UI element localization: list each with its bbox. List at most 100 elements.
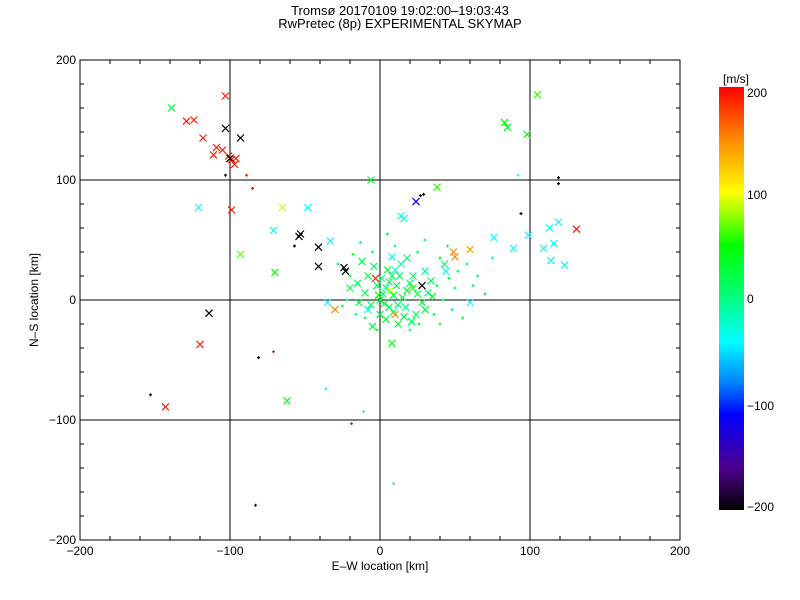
data-point-dot [446,244,449,248]
data-point-dot [348,274,352,278]
data-point-cross [418,281,426,290]
data-point-cross [346,284,354,292]
data-point-dot [516,173,520,177]
x-tick-label: 0 [377,544,384,558]
data-point-cross [428,292,437,301]
data-point-cross [560,261,569,270]
data-point-dot [461,316,464,320]
data-point-cross [550,239,558,248]
data-point-cross [401,303,410,312]
data-point-cross [383,266,392,274]
data-point-cross [539,244,548,253]
data-point-cross [503,123,512,132]
x-tick-labels: −200 −100 0 100 200 [66,544,690,558]
data-point-cross [323,298,332,307]
data-point-cross [403,254,411,262]
y-axis-label: N–S location [km] [27,253,41,347]
data-point-dot [224,173,227,177]
data-point-cross [433,183,441,192]
data-point-cross [232,154,240,163]
data-point-dot [432,312,436,316]
colorbar-tick-label: 0 [747,292,754,306]
data-point-cross [326,237,335,246]
data-point-cross [523,130,531,139]
data-point-cross [413,290,422,298]
data-point-dot [519,212,523,216]
data-point-dot [375,328,379,332]
data-point-cross [395,272,404,280]
data-point-cross [466,245,474,254]
data-point-cross [196,340,204,349]
x-tick-label: −100 [216,544,243,558]
data-point-dot [557,182,560,186]
colorbar-label: [m/s] [723,72,749,86]
data-point-cross [370,262,378,271]
data-point-cross [392,281,401,290]
data-point-dot [324,387,328,391]
data-point-cross [236,134,245,142]
data-point-cross [295,232,303,241]
data-point-cross [271,268,279,277]
data-point-cross [442,267,450,276]
data-point-cross [382,284,390,292]
data-point-dot [251,186,254,190]
data-point-dot [245,173,248,177]
data-point-dot [371,250,374,254]
data-point-dot [336,262,340,266]
data-point-dot [438,322,442,326]
data-point-cross [406,279,414,288]
data-point-dot [351,252,355,256]
data-point-cross [509,244,518,253]
data-point-cross [554,218,563,226]
data-point-cross [218,146,227,154]
data-point-cross [500,118,509,127]
y-tick-label: −200 [49,533,76,547]
data-point-cross [230,160,239,169]
data-point-cross [389,291,398,300]
data-point-cross [221,92,230,100]
chart-subtitle: RwPretec (8p) EXPERIMENTAL SKYMAP [278,16,522,31]
data-point-cross [367,176,375,184]
data-point-dot [386,232,389,236]
data-point-dot [272,350,275,354]
data-point-cross [194,203,203,212]
data-point-cross [296,230,305,238]
colorbar-tick-label: −200 [747,500,774,514]
colorbar-tick-label: −100 [747,399,774,413]
data-point-cross [379,290,387,298]
data-point-dot [254,503,257,507]
data-point-cross [377,274,386,283]
data-point-dot [341,304,344,308]
data-point-cross [400,312,408,321]
data-point-cross [331,305,339,314]
x-tick-label: −200 [66,544,93,558]
data-point-dot [447,276,451,280]
data-point-dot [441,298,445,302]
data-point-cross [361,288,369,297]
data-point-cross [212,143,221,152]
data-point-cross [533,90,542,99]
data-point-cross [209,150,218,159]
colorbar-tick-label: 100 [747,188,767,202]
data-point-cross [205,309,213,318]
data-point-dot [471,284,475,288]
data-point-dot [392,482,395,486]
data-point-cross [391,266,399,274]
data-point-cross [382,315,390,324]
data-point-cross [386,286,395,295]
data-point-cross [388,252,396,261]
data-point-dot [450,308,454,312]
data-point-cross [226,154,234,163]
data-point-cross [572,225,581,234]
data-point-cross [412,310,420,319]
data-point-cross [398,293,407,302]
data-point-cross [389,308,398,316]
data-point-cross [547,256,555,265]
data-point-cross [412,197,420,206]
data-point-cross [278,203,287,212]
data-point-dot [419,194,422,198]
data-point-dot [422,192,425,196]
data-point-cross [409,284,417,292]
data-point-cross [269,226,278,235]
data-point-cross [466,298,474,307]
